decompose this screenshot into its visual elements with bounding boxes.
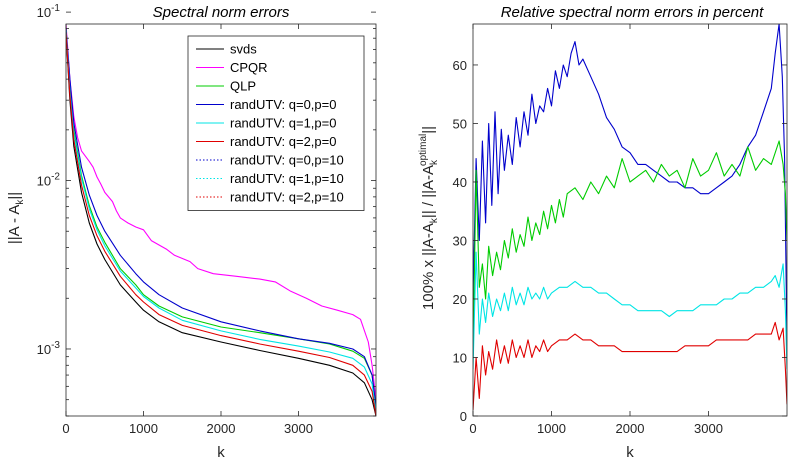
left-series-svds <box>66 33 376 416</box>
right-series-randutv-q-1-p-0 <box>473 251 787 370</box>
legend-label: svds <box>230 42 257 57</box>
left-y-tick-label: 10-1 <box>37 3 61 20</box>
left-series-cpqr <box>66 24 376 400</box>
right-x-tick-label: 2000 <box>616 421 645 436</box>
legend-label: randUTV: q=0,p=0 <box>230 97 336 112</box>
left-plot-area: 0 1000 2000 3000 10-3 10-2 10-1 <box>37 3 377 436</box>
right-y-tick-label: 50 <box>453 116 467 131</box>
legend-label: randUTV: q=2,p=10 <box>230 190 344 205</box>
left-chart: Spectral norm errors 0 1000 2000 3000 10-3 10… <box>6 3 377 461</box>
right-y-label-sub1: k <box>429 217 440 223</box>
left-x-tick-label: 3000 <box>284 421 313 436</box>
right-y-tick-label: 20 <box>453 292 467 307</box>
right-axes-frame <box>472 23 788 417</box>
right-y-label-sup2: optimal <box>418 134 429 166</box>
legend-label: randUTV: q=1,p=0 <box>230 116 336 131</box>
right-plot-area: 0 1000 2000 3000 0 10 20 30 40 50 60 <box>453 23 788 436</box>
legend-label: randUTV: q=0,p=10 <box>230 153 344 168</box>
left-x-tick-label: 2000 <box>207 421 236 436</box>
right-series-qlp <box>473 140 787 358</box>
right-y-tick-label: 40 <box>453 175 467 190</box>
legend-label: QLP <box>230 79 256 94</box>
left-series-qlp <box>66 28 376 408</box>
right-y-label-a: 100% x ||A-A <box>420 223 437 310</box>
right-y-axis-label: 100% x ||A-Ak|| / ||A-Akoptimal|| <box>418 126 440 310</box>
legend-label: randUTV: q=1,p=10 <box>230 171 344 186</box>
right-x-tick-label: 3000 <box>694 421 723 436</box>
left-chart-title: Spectral norm errors <box>153 4 290 21</box>
right-x-axis-label: k <box>626 444 634 461</box>
legend-label: randUTV: q=2,p=0 <box>230 134 336 149</box>
right-y-tick-label: 10 <box>453 350 467 365</box>
left-y-axis-label: ||A - Ak|| <box>6 192 26 244</box>
right-series-randutv-q-0-p-0 <box>473 24 787 346</box>
left-series-randutv-q-2-p-0 <box>66 32 376 416</box>
right-y-tick-label: 60 <box>453 58 467 73</box>
right-y-tick-label: 0 <box>460 409 467 424</box>
left-x-tick-label: 0 <box>62 421 69 436</box>
right-y-tick-label: 30 <box>453 233 467 248</box>
legend-label: CPQR <box>230 60 268 75</box>
left-y-tick-label: 10-2 <box>37 172 61 189</box>
right-x-tick-label: 1000 <box>537 421 566 436</box>
right-x-tick-label: 0 <box>469 421 476 436</box>
right-y-label-sub2: k <box>429 159 440 165</box>
left-x-tick-label: 1000 <box>129 421 158 436</box>
legend: svds CPQR QLP randUTV: q=0,p=0 randUTV: q=1,… <box>187 35 365 211</box>
right-series-randutv-q-2-p-0 <box>473 321 787 411</box>
left-x-axis-label: k <box>217 444 225 461</box>
right-y-label-c: || <box>420 126 437 134</box>
left-y-label-main: ||A - A <box>6 205 23 244</box>
left-series-randutv-q-0-p-0 <box>66 28 376 408</box>
left-series-randutv-q-1-p-0 <box>66 30 376 413</box>
left-y-label-sub: k <box>15 199 26 205</box>
right-chart-title: Relative spectral norm errors in percent <box>501 4 764 21</box>
left-y-label-tail: || <box>6 192 23 200</box>
right-y-label-b: || / ||A-A <box>420 165 437 218</box>
left-y-tick-label: 10-3 <box>37 340 61 357</box>
right-chart: Relative spectral norm errors in percent… <box>418 4 788 461</box>
